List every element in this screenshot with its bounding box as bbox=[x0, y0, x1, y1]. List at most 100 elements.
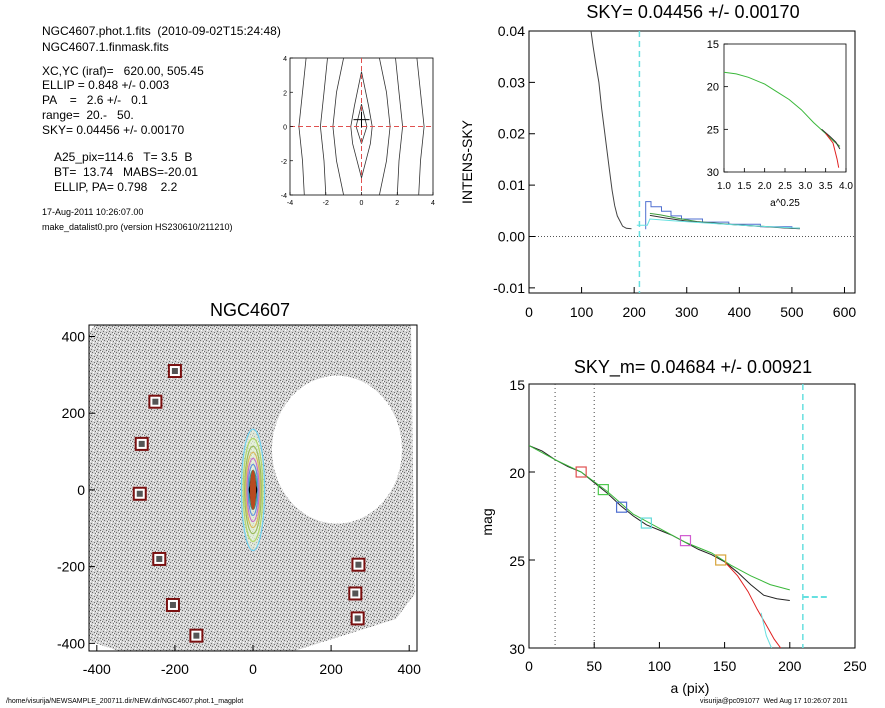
galaxy-isophote-5 bbox=[247, 463, 259, 517]
gi-xtick-label-1: -200 bbox=[161, 661, 189, 677]
mag-series-group bbox=[529, 384, 829, 648]
mag-series-3 bbox=[760, 612, 772, 648]
sp-ytick-label-5: 0.04 bbox=[498, 23, 525, 39]
mp-ytick-label-2: 25 bbox=[509, 553, 525, 569]
sky-profile-plot: SKY= 0.04456 +/- 0.00170 INTENS-SKY 0 100… bbox=[459, 2, 856, 320]
contour-line-6 bbox=[361, 104, 368, 144]
run-date: 17-Aug-2011 10:26:07.00 bbox=[42, 207, 144, 217]
inset-series-0 bbox=[723, 71, 841, 147]
masked-star-core-2 bbox=[138, 440, 145, 447]
footer-user: visurija@pc091077 Wed Aug 17 10:26:07 20… bbox=[700, 698, 848, 705]
cp-xtick-label-0: -4 bbox=[287, 200, 293, 207]
masked-corner bbox=[372, 591, 417, 651]
mag-marker-4 bbox=[679, 535, 692, 547]
program-version: make_datalist0.pro (version HS230610/211… bbox=[42, 222, 233, 232]
inset-xlabel: a^0.25 bbox=[770, 198, 800, 209]
masked-star-core-9 bbox=[354, 615, 361, 622]
contour-line-9 bbox=[416, 57, 425, 196]
gi-xtick-label-3: 200 bbox=[319, 661, 343, 677]
in-xtick-label-5: 3.5 bbox=[819, 181, 833, 192]
mag-marker-0 bbox=[575, 466, 587, 478]
fit-line-range: range= 20.- 50. bbox=[42, 108, 134, 122]
in-ytick-label-2: 25 bbox=[707, 124, 719, 136]
mag-marker-2 bbox=[615, 501, 628, 513]
sp-ytick-label-2: 0.01 bbox=[498, 177, 525, 193]
sp-xtick-label-1: 100 bbox=[570, 304, 594, 320]
contour-line-5 bbox=[355, 104, 362, 144]
inset-frame bbox=[723, 43, 847, 173]
cp-xtick-label-3: 2 bbox=[395, 200, 399, 207]
in-xtick-label-1: 1.5 bbox=[737, 181, 751, 192]
gi-ytick-label-4: 400 bbox=[62, 329, 86, 345]
in-ytick-label-0: 15 bbox=[707, 39, 719, 51]
fit-line-ellip: ELLIP = 0.848 +/- 0.003 bbox=[42, 78, 170, 92]
in-ytick-label-3: 30 bbox=[707, 167, 719, 179]
result-line-a25: A25_pix=114.6 T= 3.5 B bbox=[54, 150, 193, 164]
in-xtick-label-6: 4.0 bbox=[839, 181, 853, 192]
result-line-ellip-pa: ELLIP, PA= 0.798 2.2 bbox=[54, 180, 178, 194]
mp-xtick-label-0: 0 bbox=[525, 658, 533, 674]
cp-ytick-label-3: 2 bbox=[283, 90, 287, 97]
sky-frame bbox=[528, 30, 856, 294]
sp-ytick-label-4: 0.03 bbox=[498, 74, 525, 90]
cp-ytick-label-4: 4 bbox=[283, 56, 287, 63]
cp-xtick-label-2: 0 bbox=[360, 200, 364, 207]
mp-xtick-label-1: 50 bbox=[586, 658, 602, 674]
mag-series-2 bbox=[724, 561, 782, 648]
mag-marker-3 bbox=[640, 517, 652, 529]
sp-xtick-label-5: 500 bbox=[780, 304, 804, 320]
mask-file: NGC4607.1.finmask.fits bbox=[42, 40, 169, 54]
masked-star-core-6 bbox=[193, 632, 200, 639]
masked-star-core-7 bbox=[355, 561, 362, 568]
mag-marker-1 bbox=[597, 484, 609, 496]
masked-region-right bbox=[271, 375, 402, 524]
mp-xtick-label-5: 250 bbox=[843, 658, 867, 674]
sp-xtick-label-2: 200 bbox=[622, 304, 646, 320]
mag-ylabel: mag bbox=[479, 508, 495, 535]
sp-xtick-label-0: 0 bbox=[525, 304, 533, 320]
result-line-bt: BT= 13.74 MABS=-20.01 bbox=[54, 165, 199, 179]
galaxy-frame bbox=[88, 324, 418, 652]
inset-plot: a^0.25 1.0 1.5 2.0 2.5 3.0 3.5 4.0 15 20 25 30 bbox=[707, 39, 854, 209]
masked-star-core-0 bbox=[171, 368, 178, 375]
in-ytick-label-1: 20 bbox=[707, 82, 719, 94]
cp-xtick-label-4: 4 bbox=[431, 200, 435, 207]
contour-line-1 bbox=[319, 57, 328, 196]
sky-series-0 bbox=[590, 31, 632, 230]
fit-line-center: XC,YC (iraf)= 620.00, 505.45 bbox=[42, 64, 204, 78]
mp-ytick-label-1: 20 bbox=[509, 465, 525, 481]
sp-xtick-label-3: 300 bbox=[675, 304, 699, 320]
mag-frame bbox=[528, 383, 856, 649]
gi-ytick-label-1: -200 bbox=[57, 559, 85, 575]
masked-star-core-3 bbox=[136, 490, 143, 497]
in-xtick-label-0: 1.0 bbox=[717, 181, 731, 192]
sp-ytick-label-1: 0.00 bbox=[498, 228, 525, 244]
mag-series-0 bbox=[529, 445, 790, 601]
mag-marker-5 bbox=[715, 554, 727, 566]
mp-ytick-label-3: 30 bbox=[509, 641, 525, 657]
mp-xtick-label-3: 150 bbox=[713, 658, 737, 674]
masked-star-core-5 bbox=[169, 601, 176, 608]
gi-xtick-label-0: -400 bbox=[83, 661, 111, 677]
sp-ytick-label-3: 0.02 bbox=[498, 126, 525, 142]
cp-xtick-label-1: -2 bbox=[323, 200, 329, 207]
masked-star-core-4 bbox=[156, 555, 163, 562]
fit-line-sky: SKY= 0.04456 +/- 0.00170 bbox=[42, 123, 185, 137]
galaxy-field-group bbox=[89, 325, 417, 651]
centering-plot: -4 -2 0 2 4 -4 -2 0 2 4 bbox=[281, 56, 435, 207]
galaxy-image-plot: NGC4607 -400 -200 0 200 400 -400 -200 0 200 400 bbox=[57, 300, 421, 677]
gi-xtick-label-4: 400 bbox=[398, 661, 422, 677]
sky-ylabel: INTENS-SKY bbox=[459, 119, 475, 204]
gi-ytick-label-2: 0 bbox=[77, 482, 85, 498]
galaxy-title: NGC4607 bbox=[210, 300, 290, 320]
gi-ytick-label-3: 200 bbox=[62, 405, 86, 421]
mag-profile-plot: SKY_m= 0.04684 +/- 0.00921 mag a (pix) 0… bbox=[479, 357, 867, 696]
sky-series-4 bbox=[636, 218, 800, 229]
sp-xtick-label-4: 400 bbox=[728, 304, 752, 320]
sp-xtick-label-6: 600 bbox=[833, 304, 857, 320]
masked-star-core-8 bbox=[352, 590, 359, 597]
in-xtick-label-4: 3.0 bbox=[798, 181, 812, 192]
mag-series-1 bbox=[529, 445, 790, 591]
mp-ytick-label-0: 15 bbox=[509, 377, 525, 393]
